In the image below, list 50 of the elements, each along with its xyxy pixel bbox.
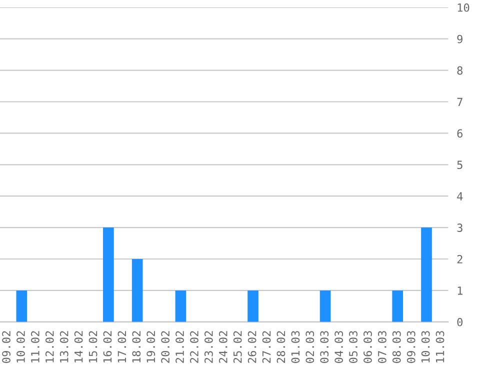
x-tick-label: 02.03 <box>306 331 314 363</box>
y-tick-label: 10 <box>458 3 470 12</box>
bar <box>103 228 114 322</box>
x-tick-label: 09.03 <box>406 331 416 363</box>
x-tick-label: 26.02 <box>248 331 256 363</box>
x-tick-label: 13.02 <box>60 331 68 362</box>
x-tick-label: 20.02 <box>161 331 170 363</box>
y-tick-label: 2 <box>457 255 462 264</box>
bar <box>320 290 331 322</box>
y-tick-label: 3 <box>457 224 462 232</box>
bar <box>132 259 143 322</box>
x-tick-label: 11.02 <box>30 331 40 362</box>
x-tick-label: 24.02 <box>218 331 228 363</box>
x-tick-label: 19.02 <box>146 331 156 362</box>
y-tick-label: 0 <box>457 318 462 326</box>
bar <box>392 290 404 322</box>
x-tick-label: 10.02 <box>16 331 25 362</box>
y-tick-label: 1 <box>458 286 462 295</box>
x-tick-label: 08.03 <box>392 331 401 363</box>
x-tick-label: 09.02 <box>2 331 10 363</box>
x-tick-label: 27.02 <box>262 331 271 363</box>
x-tick-label: 17.02 <box>118 331 126 362</box>
x-tick-label: 12.02 <box>45 331 54 362</box>
x-tick-label: 10.03 <box>421 331 430 362</box>
y-tick-label: 5 <box>457 160 462 170</box>
x-tick-label: 15.02 <box>88 331 98 362</box>
x-tick-label: 14.02 <box>74 331 83 362</box>
x-tick-label: 04.03 <box>334 331 344 363</box>
x-tick-label: 01.03 <box>291 331 300 363</box>
bar <box>175 290 186 322</box>
x-tick-label: 21.02 <box>176 331 184 363</box>
bar <box>248 290 258 322</box>
x-tick-label: 07.03 <box>378 331 386 363</box>
x-tick-label: 16.02 <box>103 331 112 362</box>
x-tick-label: 11.03 <box>436 331 444 362</box>
y-tick-label: 7 <box>457 98 462 106</box>
y-tick-label: 6 <box>457 129 462 138</box>
x-tick-label: 22.02 <box>190 331 198 363</box>
x-tick-label: 03.03 <box>320 331 329 363</box>
x-tick-label: 18.02 <box>132 331 141 362</box>
x-tick-label: 25.02 <box>233 331 242 363</box>
x-tick-label: 23.02 <box>204 331 213 363</box>
bar <box>421 228 432 322</box>
x-tick-label: 05.03 <box>349 331 358 363</box>
x-tick-label: 28.02 <box>276 331 286 363</box>
bar <box>16 290 28 322</box>
y-tick-label: 4 <box>457 192 463 200</box>
y-tick-label: 8 <box>457 66 463 75</box>
y-tick-label: 9 <box>457 34 462 44</box>
x-tick-label: 06.03 <box>364 331 372 363</box>
